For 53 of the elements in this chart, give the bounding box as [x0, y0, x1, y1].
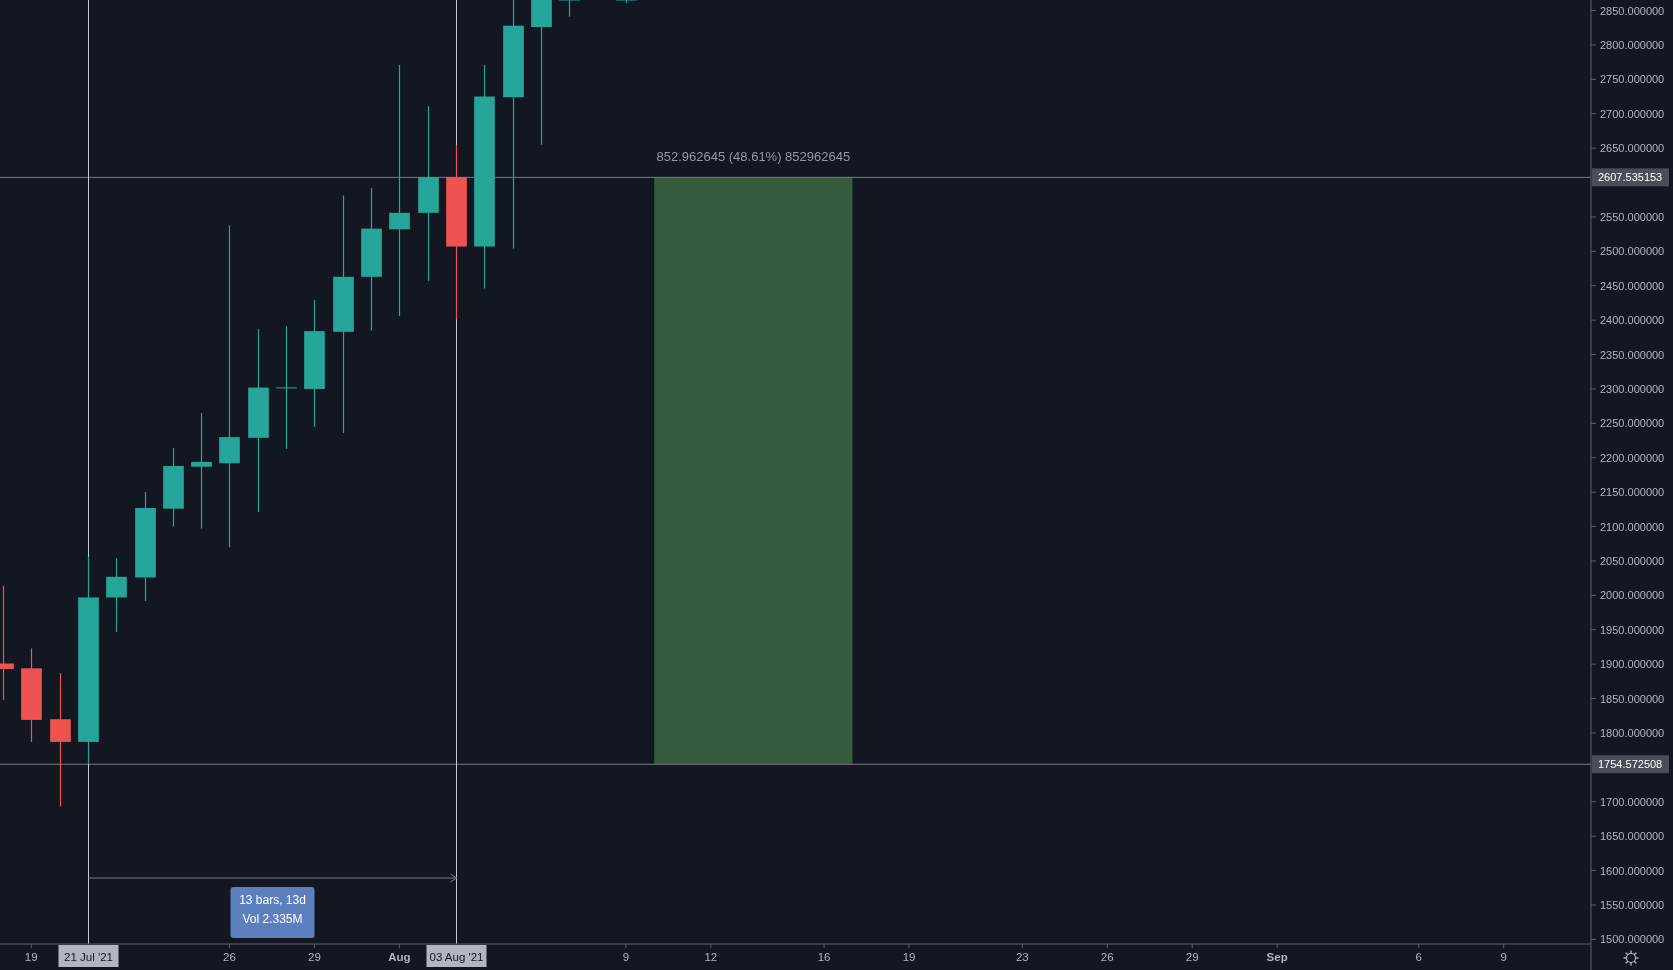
x-tick-label: 23 — [1015, 951, 1029, 963]
x-tick-label: 12 — [704, 951, 718, 963]
y-tick-label: 1500.000000 — [1600, 933, 1665, 946]
x-tick-label: 19 — [24, 951, 38, 963]
y-tick-label: 2750.000000 — [1600, 73, 1665, 86]
y-tick-label: 1800.000000 — [1600, 726, 1665, 739]
x-tick-label: 26 — [1100, 951, 1114, 963]
candlestick — [219, 224, 240, 548]
y-tick-label: 1550.000000 — [1600, 898, 1665, 911]
y-tick-label: 2650.000000 — [1600, 142, 1665, 155]
ref-line-label: 21 Jul '21 — [64, 950, 113, 963]
y-tick-label: 1950.000000 — [1600, 623, 1665, 636]
ref-line-label: 03 Aug '21 — [429, 950, 484, 963]
x-tick-label: 19 — [902, 951, 916, 963]
candlestick — [106, 557, 127, 633]
candlestick — [50, 672, 71, 808]
y-tick-label: 2200.000000 — [1600, 451, 1665, 464]
y-tick-label: 2100.000000 — [1600, 520, 1665, 533]
y-tick-label: 2550.000000 — [1600, 210, 1665, 223]
band-label: 852.962645 (48.61%) 852962645 — [656, 148, 851, 164]
ref-line-label: 1754.572508 — [1598, 758, 1663, 771]
y-tick-label: 2250.000000 — [1600, 417, 1665, 430]
y-tick-label: 1600.000000 — [1600, 864, 1665, 877]
x-tick-label: 29 — [1185, 951, 1199, 963]
y-tick-label: 2300.000000 — [1600, 382, 1665, 395]
y-tick-label: 2800.000000 — [1600, 38, 1665, 51]
candlestick — [276, 325, 297, 450]
y-tick-label: 2450.000000 — [1600, 279, 1665, 292]
x-tick-label: 9 — [622, 951, 630, 963]
candlestick — [389, 64, 410, 317]
ref-line-label: 2607.535153 — [1598, 171, 1663, 184]
y-tick-label: 2850.000000 — [1600, 4, 1665, 17]
y-tick-label: 2400.000000 — [1600, 314, 1665, 327]
y-tick-label: 1700.000000 — [1600, 795, 1665, 808]
y-tick-label: 2350.000000 — [1600, 348, 1665, 361]
x-tick-label: 9 — [1500, 951, 1507, 963]
x-tick-label: 29 — [308, 951, 321, 963]
y-tick-label: 1650.000000 — [1600, 830, 1665, 843]
annotation: Vol 2.335M — [242, 911, 303, 926]
candlestick — [191, 412, 212, 530]
y-tick-label: 2050.000000 — [1600, 554, 1665, 567]
y-tick-label: 2000.000000 — [1600, 589, 1665, 602]
y-tick-label: 2500.000000 — [1600, 245, 1665, 258]
annotation: 13 bars, 13d — [239, 892, 306, 907]
y-tick-label: 1850.000000 — [1600, 692, 1665, 705]
x-tick-label: 6 — [1415, 951, 1422, 963]
y-tick-label: 2700.000000 — [1600, 107, 1665, 120]
x-tick-label: 26 — [223, 951, 236, 963]
x-tick-label: Aug — [388, 951, 411, 963]
x-tick-label: Sep — [1266, 951, 1288, 963]
y-tick-label: 1900.000000 — [1600, 658, 1665, 671]
y-tick-label: 2150.000000 — [1600, 486, 1665, 499]
x-tick-label: 16 — [817, 951, 831, 963]
